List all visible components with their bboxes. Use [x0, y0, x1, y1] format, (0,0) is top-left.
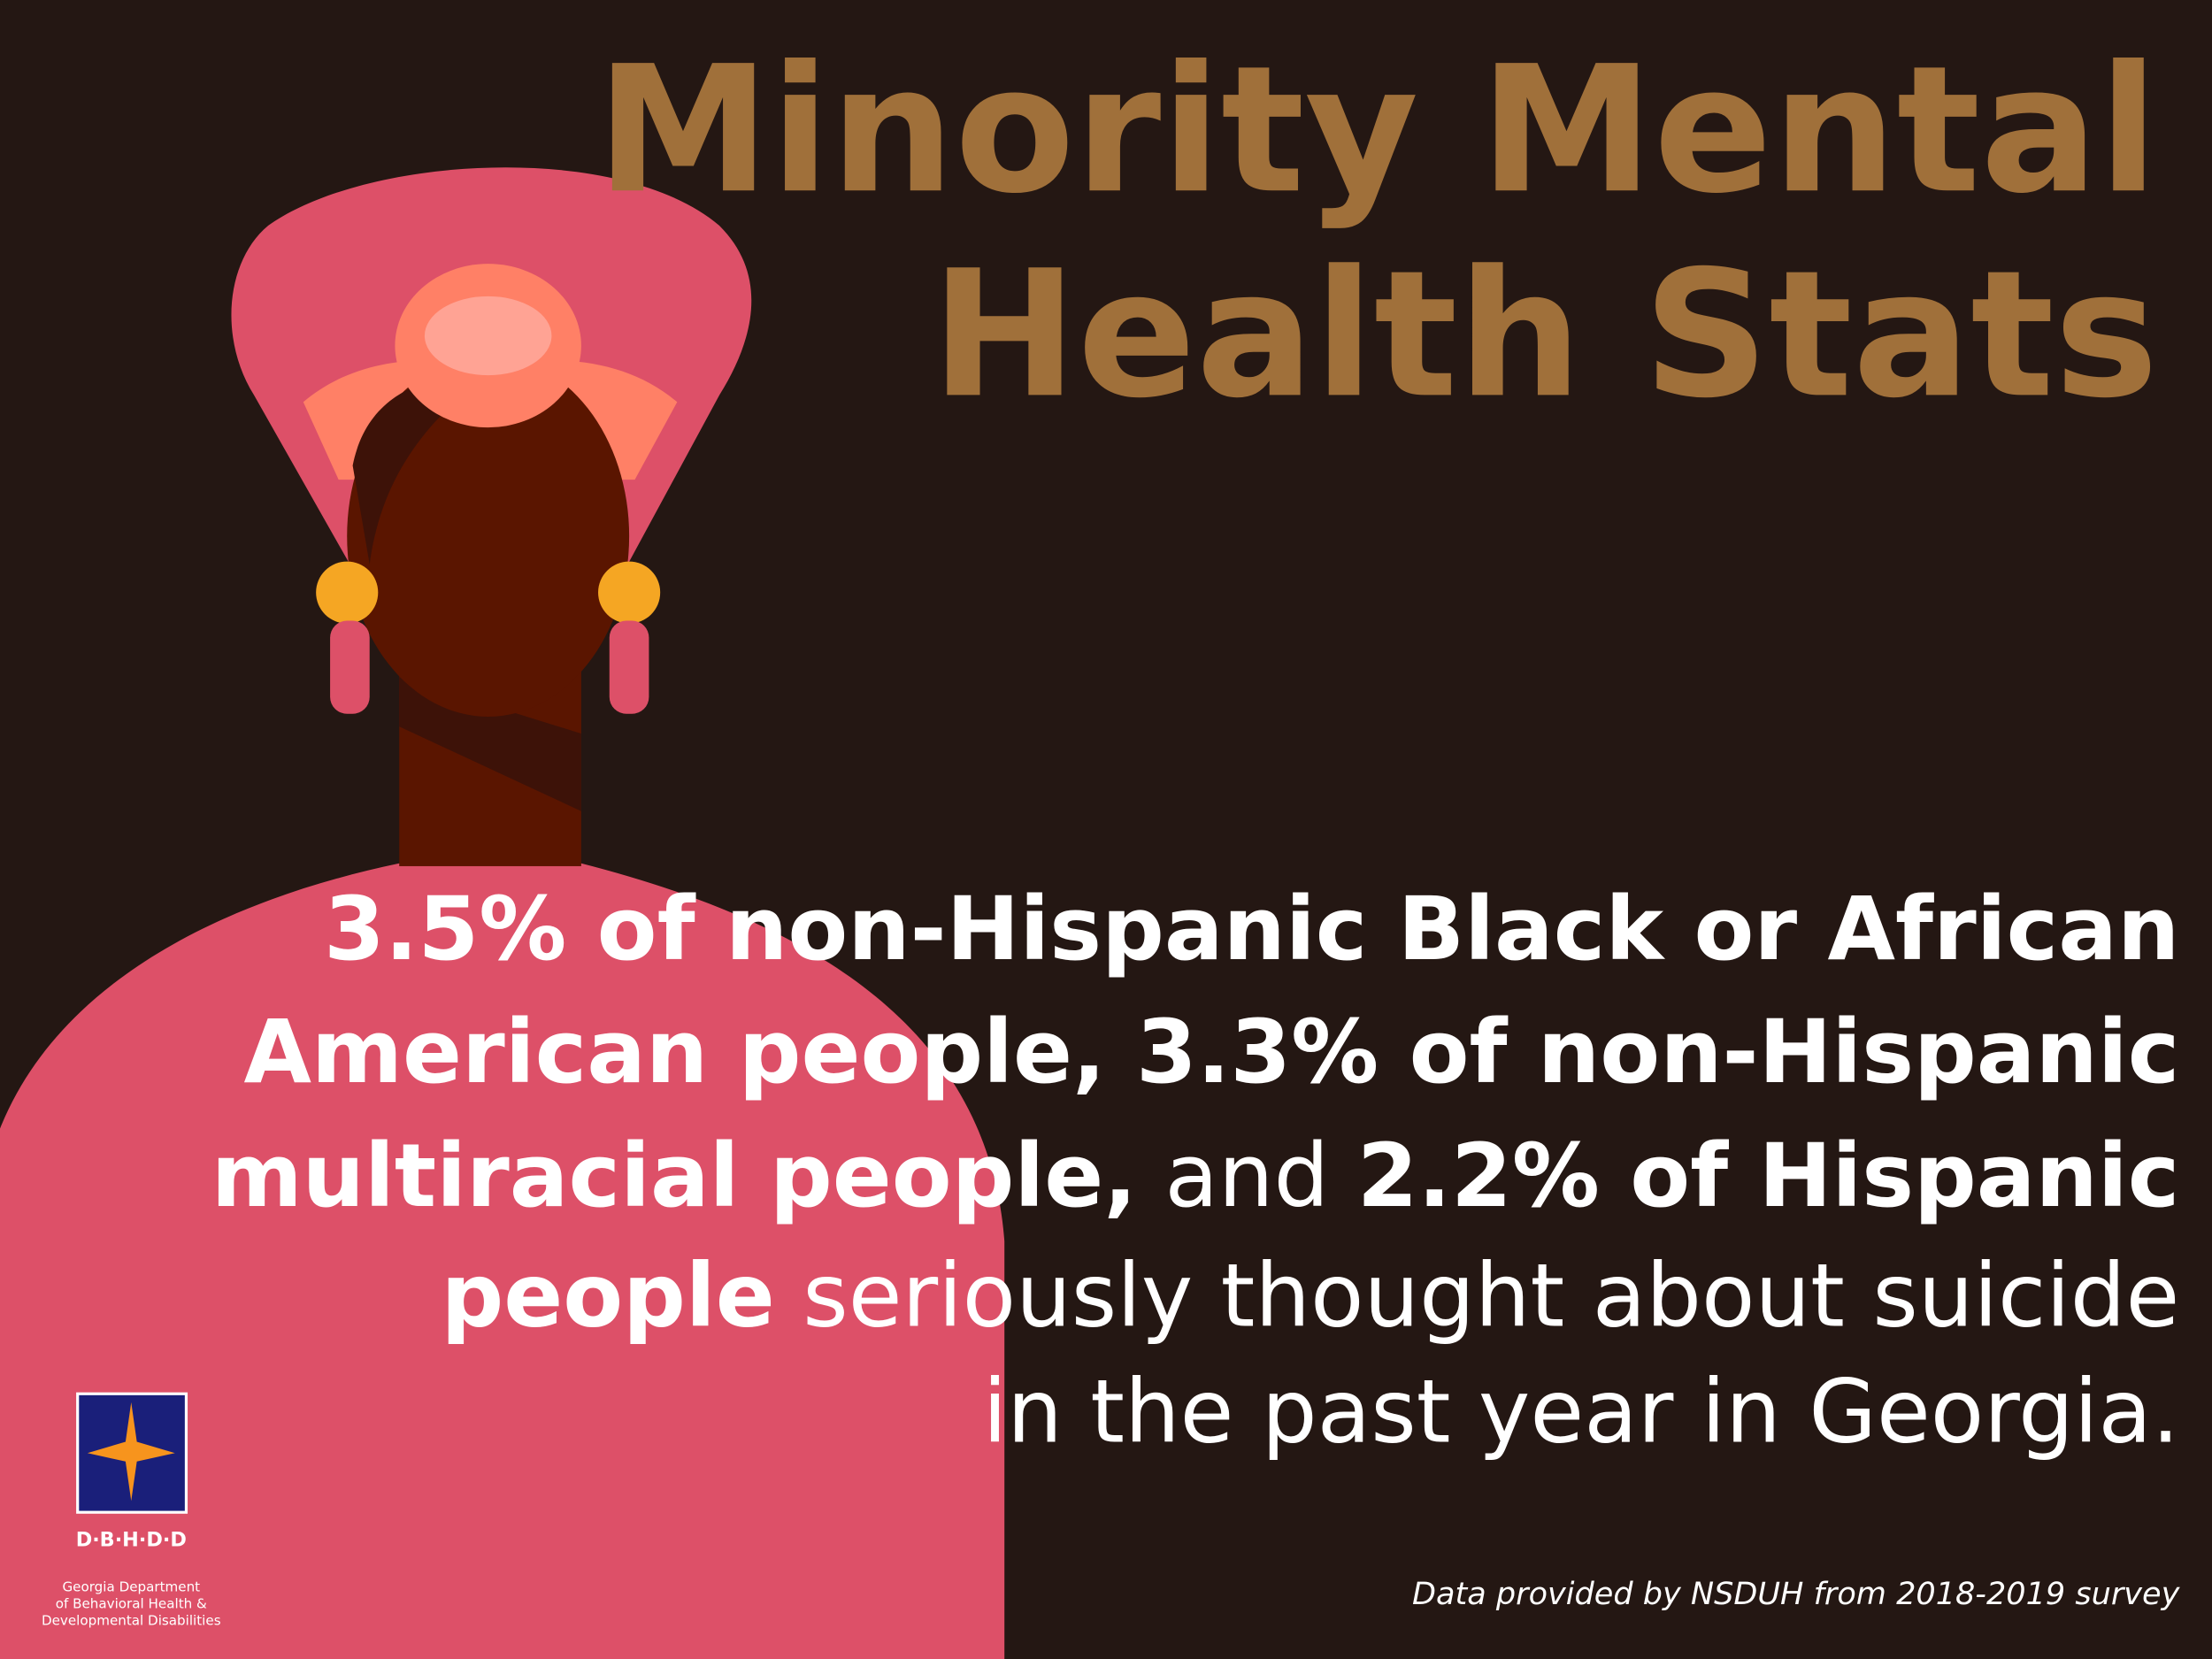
bold-segment: people — [441, 1246, 774, 1348]
body-line: multiracial people, and 2.2% of Hispanic — [211, 1125, 2180, 1227]
figure-body — [0, 863, 1005, 1659]
earring-drop-right — [609, 620, 649, 714]
logo-name: Developmental Disabilities — [42, 1613, 221, 1629]
neck-shadow — [399, 677, 581, 811]
logo-name: Georgia Department — [62, 1578, 200, 1594]
body-line: 3.5% of non-Hispanic Black or African — [324, 879, 2179, 980]
regular-segment: seriously thought about suicide — [775, 1246, 2180, 1348]
logo: D·B·H·D·D Georgia Department of Behavior… — [42, 1392, 221, 1629]
hair-shadow — [352, 373, 488, 565]
regular-segment: in the past year in Georgia. — [983, 1361, 2180, 1463]
logo-name: of Behavioral Health & — [56, 1596, 207, 1612]
logo-star — [87, 1402, 175, 1502]
body-line: people seriously thought about suicide — [441, 1246, 2179, 1348]
title-line: Health Stats — [931, 232, 2158, 436]
body-line: American people, 3.3% of non-Hispanic — [243, 1002, 2179, 1103]
earring-left — [316, 561, 379, 624]
bold-segment: American people, 3.3% of non-Hispanic — [243, 1002, 2179, 1103]
bold-segment: 3.5% of non-Hispanic Black or African — [324, 879, 2179, 980]
bold-segment: multiracial people, — [211, 1125, 1137, 1227]
source-note: Data provided by NSDUH from 2018-2019 su… — [1412, 1576, 2181, 1612]
regular-segment: and — [1137, 1125, 1357, 1227]
body-text: 3.5% of non-Hispanic Black or African Ame… — [211, 879, 2180, 1463]
earring-right — [598, 561, 661, 624]
bun-highlight — [424, 296, 552, 376]
body-line: in the past year in Georgia. — [983, 1361, 2180, 1463]
logo-acronym: D·B·H·D·D — [76, 1528, 187, 1551]
bold-segment: 2.2% of Hispanic — [1357, 1125, 2180, 1227]
head — [347, 355, 630, 717]
title-line: Minority Mental — [596, 27, 2159, 232]
figure — [0, 167, 1005, 1659]
earring-drop-left — [330, 620, 370, 714]
